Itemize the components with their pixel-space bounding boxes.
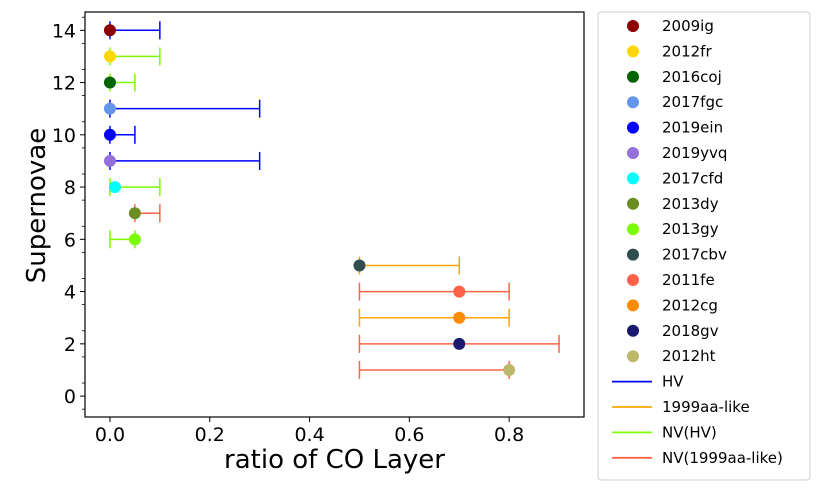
legend-label: 1999aa-like (662, 398, 750, 416)
legend-box (597, 11, 811, 481)
legend: 2009ig 2012fr 2016coj 2017fgc 2019ein 2019yvq… (597, 11, 811, 481)
data-point (453, 285, 466, 298)
legend-label: 2017cbv (662, 246, 727, 264)
legend-marker (627, 197, 639, 210)
data-point (103, 50, 116, 63)
legend-marker (627, 248, 639, 261)
legend-marker (627, 20, 639, 32)
y-tick-label: 12 (52, 73, 76, 95)
legend-label: HV (662, 373, 684, 391)
legend-marker (627, 121, 639, 134)
legend-label: 2016coj (662, 68, 722, 86)
legend-label: 2009ig (662, 17, 714, 35)
data-point (128, 233, 141, 246)
legend-label: 2018gv (662, 322, 719, 340)
legend-marker (627, 45, 639, 58)
data-point (108, 181, 121, 194)
y-axis-label: Supernovae (22, 128, 52, 283)
legend-label: 2013gy (662, 220, 719, 238)
x-tick-label: 0.4 (294, 424, 324, 446)
x-tick-label: 0.6 (394, 424, 424, 446)
x-axis-ticks: 0.0 0.2 0.4 0.6 0.8 (95, 417, 524, 446)
legend-marker (627, 172, 639, 185)
x-tick-label: 0.8 (494, 424, 524, 446)
y-tick-label: 8 (64, 177, 76, 199)
data-points (103, 24, 516, 376)
y-tick-label: 2 (64, 334, 76, 356)
legend-marker (627, 96, 639, 109)
y-tick-label: 10 (52, 125, 76, 147)
legend-label: 2012fr (662, 42, 712, 60)
y-axis-ticks: 0 2 4 6 8 10 12 14 (52, 16, 85, 410)
y-tick-label: 6 (64, 229, 76, 251)
data-point (103, 76, 116, 89)
legend-marker (627, 299, 639, 312)
data-point (103, 154, 116, 167)
legend-marker (627, 70, 639, 83)
data-point (453, 311, 466, 324)
legend-label: 2012ht (662, 347, 716, 365)
error-bars (109, 21, 560, 379)
legend-label: 2017cfd (662, 169, 723, 187)
legend-marker (627, 223, 639, 236)
legend-marker (627, 324, 639, 337)
legend-label: NV(HV) (662, 423, 717, 441)
data-point (103, 128, 116, 141)
data-point (353, 259, 366, 272)
data-point (453, 337, 466, 350)
plot-frame (84, 11, 585, 418)
y-tick-label: 0 (64, 386, 76, 408)
legend-label: 2019ein (662, 119, 723, 137)
x-axis-label: ratio of CO Layer (224, 445, 445, 475)
legend-marker (627, 274, 639, 286)
legend-label: 2017fgc (662, 93, 723, 111)
data-point (103, 102, 116, 115)
legend-marker (627, 350, 639, 363)
legend-label: 2019yvq (662, 144, 727, 162)
y-tick-label: 14 (52, 20, 76, 42)
legend-marker (627, 147, 639, 159)
x-tick-label: 0.2 (195, 424, 225, 446)
data-point (503, 363, 516, 376)
data-point (103, 24, 116, 37)
x-tick-label: 0.0 (95, 424, 125, 446)
data-point (128, 207, 141, 220)
legend-label: 2012cg (662, 296, 718, 314)
y-tick-label: 4 (64, 282, 76, 304)
legend-label: 2013dy (662, 195, 719, 213)
legend-label: NV(1999aa-like) (662, 449, 783, 467)
legend-label: 2011fe (662, 271, 715, 289)
